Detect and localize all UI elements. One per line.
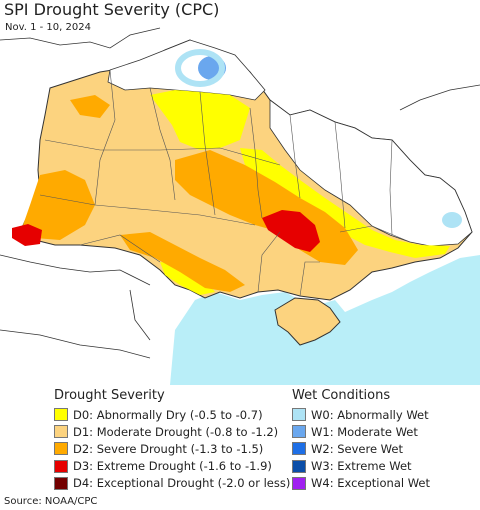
legend-label: W2: Severe Wet bbox=[311, 441, 403, 456]
legend-item-d3: D3: Extreme Drought (-1.6 to -1.9) bbox=[54, 458, 290, 475]
no-drought-east bbox=[269, 99, 473, 247]
legend-item-d2: D2: Severe Drought (-1.3 to -1.5) bbox=[54, 440, 290, 457]
legend-item-w3: W3: Extreme Wet bbox=[292, 458, 430, 475]
legend-item-w1: W1: Moderate Wet bbox=[292, 423, 430, 440]
no-drought-north bbox=[107, 39, 266, 101]
d2-northwest bbox=[70, 95, 110, 118]
swatch-w1 bbox=[292, 425, 306, 439]
swatch-d0 bbox=[54, 408, 68, 422]
w0-east-spot bbox=[442, 212, 462, 228]
swatch-w4 bbox=[292, 476, 306, 490]
legend-label: W4: Exceptional Wet bbox=[311, 476, 430, 491]
map-title: SPI Drought Severity (CPC) bbox=[4, 0, 220, 19]
d0-east-band bbox=[240, 148, 450, 258]
legend-label: D1: Moderate Drought (-0.8 to -1.2) bbox=[73, 424, 279, 439]
drought-legend-heading: Drought Severity bbox=[54, 388, 165, 403]
source-credit: Source: NOAA/CPC bbox=[4, 496, 98, 507]
oblast-borders bbox=[39, 69, 411, 297]
legend-label: W3: Extreme Wet bbox=[311, 459, 412, 474]
d0-north-band bbox=[150, 90, 250, 150]
swatch-d1 bbox=[54, 425, 68, 439]
drought-map: SPI Drought Severity (CPC) Nov. 1 - 10, … bbox=[0, 0, 480, 385]
crimea bbox=[274, 297, 341, 346]
d0-south-pocket bbox=[160, 262, 215, 295]
map-canvas bbox=[0, 27, 480, 385]
wet-legend-list: W0: Abnormally Wet W1: Moderate Wet W2: … bbox=[292, 406, 430, 492]
swatch-w0 bbox=[292, 408, 306, 422]
d3-east-core bbox=[262, 210, 320, 252]
legend-item-d0: D0: Abnormally Dry (-0.5 to -0.7) bbox=[54, 406, 290, 423]
d2-west bbox=[22, 170, 95, 240]
legend-label: D4: Exceptional Drought (-2.0 or less) bbox=[73, 476, 291, 491]
legend-label: D3: Extreme Drought (-1.6 to -1.9) bbox=[73, 459, 272, 474]
d2-south bbox=[120, 232, 245, 292]
legend-label: W1: Moderate Wet bbox=[311, 424, 418, 439]
legend-item-w2: W2: Severe Wet bbox=[292, 440, 430, 457]
legend-item-w0: W0: Abnormally Wet bbox=[292, 406, 430, 423]
legend-item-d1: D1: Moderate Drought (-0.8 to -1.2) bbox=[54, 423, 290, 440]
drought-legend-list: D0: Abnormally Dry (-0.5 to -0.7) D1: Mo… bbox=[54, 406, 290, 492]
legend-item-d4: D4: Exceptional Drought (-2.0 or less) bbox=[54, 475, 290, 492]
d3-west-tip bbox=[12, 224, 42, 246]
w0-north-halo bbox=[175, 49, 225, 87]
legend-label: D2: Severe Drought (-1.3 to -1.5) bbox=[73, 441, 264, 456]
date-range: Nov. 1 - 10, 2024 bbox=[5, 22, 91, 33]
neighbor-borders bbox=[0, 27, 480, 359]
legend-item-w4: W4: Exceptional Wet bbox=[292, 475, 430, 492]
wet-legend-heading: Wet Conditions bbox=[292, 388, 391, 403]
swatch-d4 bbox=[54, 476, 68, 490]
swatch-w2 bbox=[292, 442, 306, 456]
legend-label: D0: Abnormally Dry (-0.5 to -0.7) bbox=[73, 407, 263, 422]
swatch-d2 bbox=[54, 442, 68, 456]
swatch-d3 bbox=[54, 459, 68, 473]
legend-label: W0: Abnormally Wet bbox=[311, 407, 429, 422]
swatch-w3 bbox=[292, 459, 306, 473]
legend: Drought Severity D0: Abnormally Dry (-0.… bbox=[0, 388, 480, 490]
